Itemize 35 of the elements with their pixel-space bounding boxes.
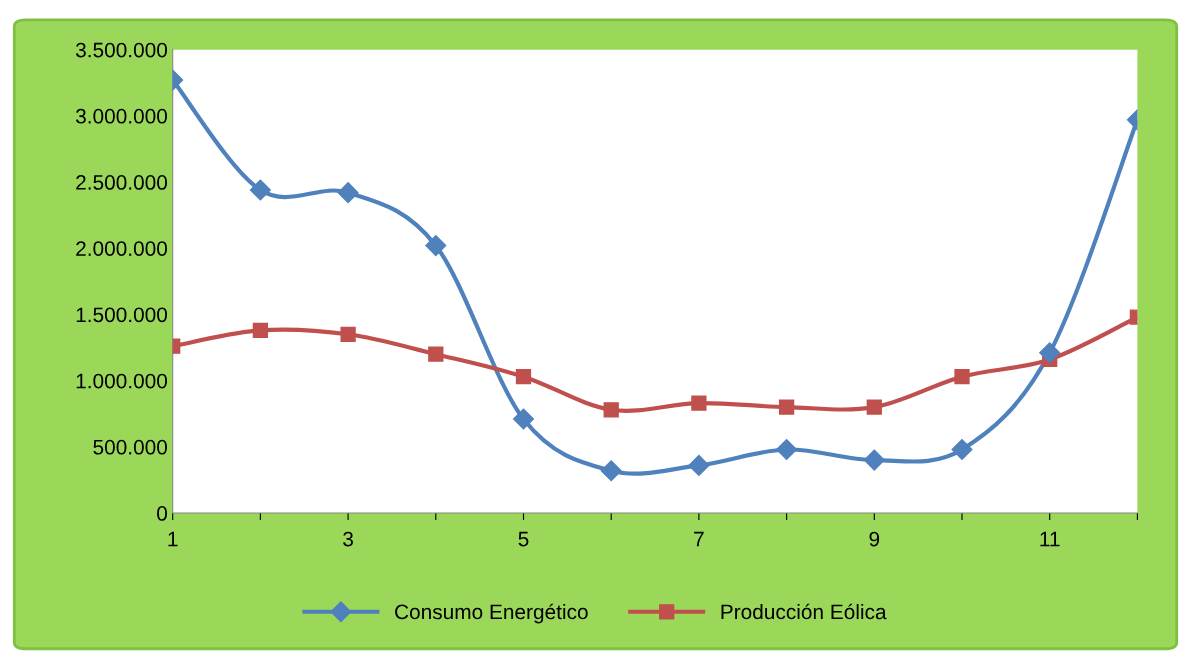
y-tick-label: 0 bbox=[157, 506, 168, 521]
legend-label: Producción Eólica bbox=[721, 603, 887, 620]
point bbox=[863, 449, 885, 471]
x-tick-label: 7 bbox=[694, 531, 704, 547]
y-tick-label: 2.000.000 bbox=[76, 241, 168, 256]
y-tick-label: 3.500.000 bbox=[75, 42, 168, 58]
point bbox=[954, 369, 970, 385]
point bbox=[340, 326, 356, 342]
point bbox=[252, 322, 269, 338]
x-tick-label: 5 bbox=[518, 531, 529, 547]
point bbox=[951, 438, 973, 461]
y-tick-label: 2.500.000 bbox=[76, 175, 168, 190]
point bbox=[600, 460, 622, 482]
point bbox=[512, 408, 535, 430]
point bbox=[866, 399, 882, 415]
point bbox=[688, 454, 710, 476]
legend-label: Consumo Energético bbox=[395, 603, 588, 624]
point bbox=[691, 395, 707, 411]
point bbox=[603, 402, 619, 418]
y-tick-label: 1.000.000 bbox=[76, 373, 168, 389]
x-tick-label: 11 bbox=[1040, 531, 1060, 547]
point bbox=[515, 369, 532, 385]
point bbox=[337, 182, 359, 204]
point bbox=[776, 438, 798, 461]
y-tick-label: 3.000.000 bbox=[75, 108, 168, 124]
x-tick-label: 1 bbox=[168, 531, 178, 547]
point bbox=[425, 235, 447, 257]
x-tick-label: 9 bbox=[869, 531, 880, 547]
point bbox=[778, 399, 795, 415]
y-tick-label: 1.500.000 bbox=[76, 307, 168, 323]
point bbox=[428, 346, 444, 362]
point bbox=[1039, 342, 1061, 364]
point bbox=[249, 179, 271, 201]
y-tick-label: 500.000 bbox=[93, 439, 168, 455]
x-tick-label: 3 bbox=[343, 531, 353, 547]
